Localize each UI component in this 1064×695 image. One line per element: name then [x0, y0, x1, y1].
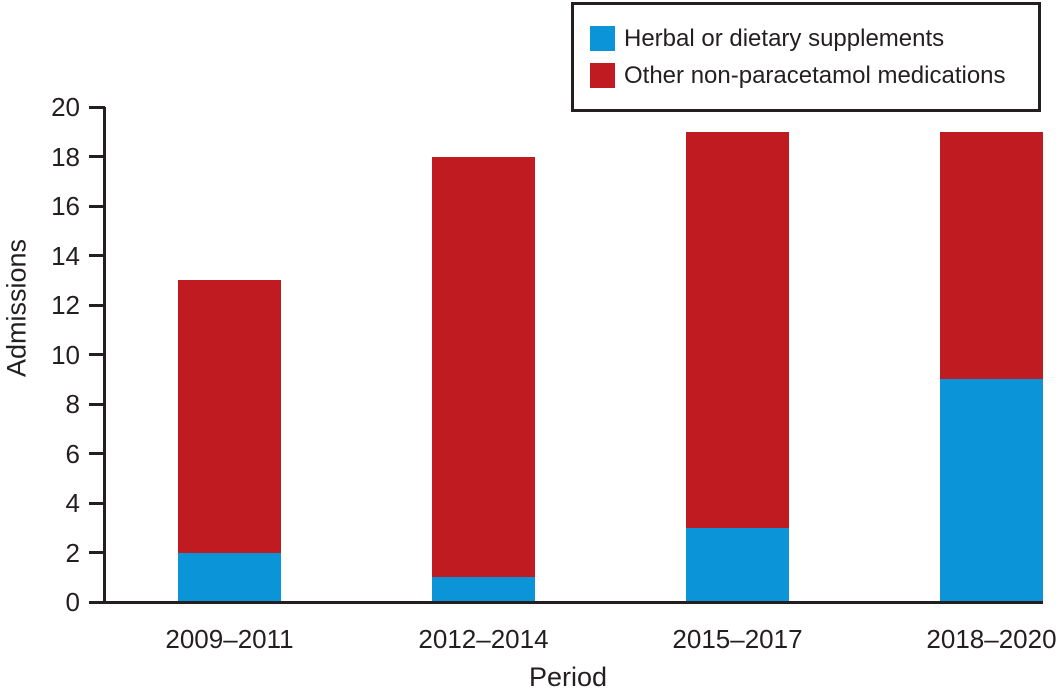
y-tick-mark: [89, 254, 105, 257]
chart-legend: Herbal or dietary supplements Other non-…: [571, 2, 1041, 112]
legend-label-herbal: Herbal or dietary supplements: [624, 25, 945, 52]
bar-segment-other: [178, 280, 281, 553]
other-medications-swatch: [590, 63, 615, 88]
y-tick-mark: [89, 551, 105, 554]
x-axis-title: Period: [528, 662, 608, 692]
y-tick-label: 14: [51, 240, 80, 271]
y-tick-label: 2: [65, 537, 80, 568]
y-tick-label: 18: [51, 141, 80, 172]
y-tick-mark: [89, 105, 105, 109]
bar-segment-other: [686, 131, 789, 528]
x-category-label: 2015–2017: [672, 624, 803, 654]
y-tick-label: 8: [65, 389, 80, 419]
bar-segment-herbal: [940, 379, 1043, 604]
bar-segment-other: [940, 131, 1043, 380]
y-tick-label: 12: [51, 290, 80, 320]
legend-item-other: Other non-paracetamol medications: [590, 62, 1028, 89]
y-tick-mark: [89, 402, 105, 406]
x-category-label: 2009–2011: [165, 624, 294, 654]
x-category-label: 2018–2020: [926, 624, 1057, 654]
legend-label-other: Other non-paracetamol medications: [624, 62, 1006, 89]
legend-item-herbal: Herbal or dietary supplements: [590, 25, 1028, 52]
bar-segment-herbal: [178, 552, 281, 604]
y-tick-mark: [89, 452, 105, 455]
y-tick-mark: [89, 155, 105, 158]
y-tick-label: 10: [51, 339, 80, 370]
y-tick-label: 6: [65, 438, 80, 469]
y-tick-mark: [89, 600, 105, 604]
herbal-supplements-swatch: [590, 26, 615, 51]
bar-segment-other: [432, 156, 535, 578]
y-tick-label: 4: [65, 488, 80, 518]
bar-segment-herbal: [432, 577, 535, 604]
x-category-label: 2012–2014: [418, 624, 549, 654]
y-axis-line: [103, 107, 106, 604]
x-axis-line: [103, 601, 1043, 604]
y-tick-label: 0: [65, 587, 80, 617]
bar-segment-herbal: [686, 527, 789, 604]
y-tick-label: 16: [51, 191, 80, 221]
y-tick-mark: [89, 303, 105, 307]
y-tick-mark: [89, 353, 105, 356]
y-tick-label: 20: [51, 92, 80, 122]
y-tick-mark: [89, 204, 105, 208]
y-tick-mark: [89, 501, 105, 505]
